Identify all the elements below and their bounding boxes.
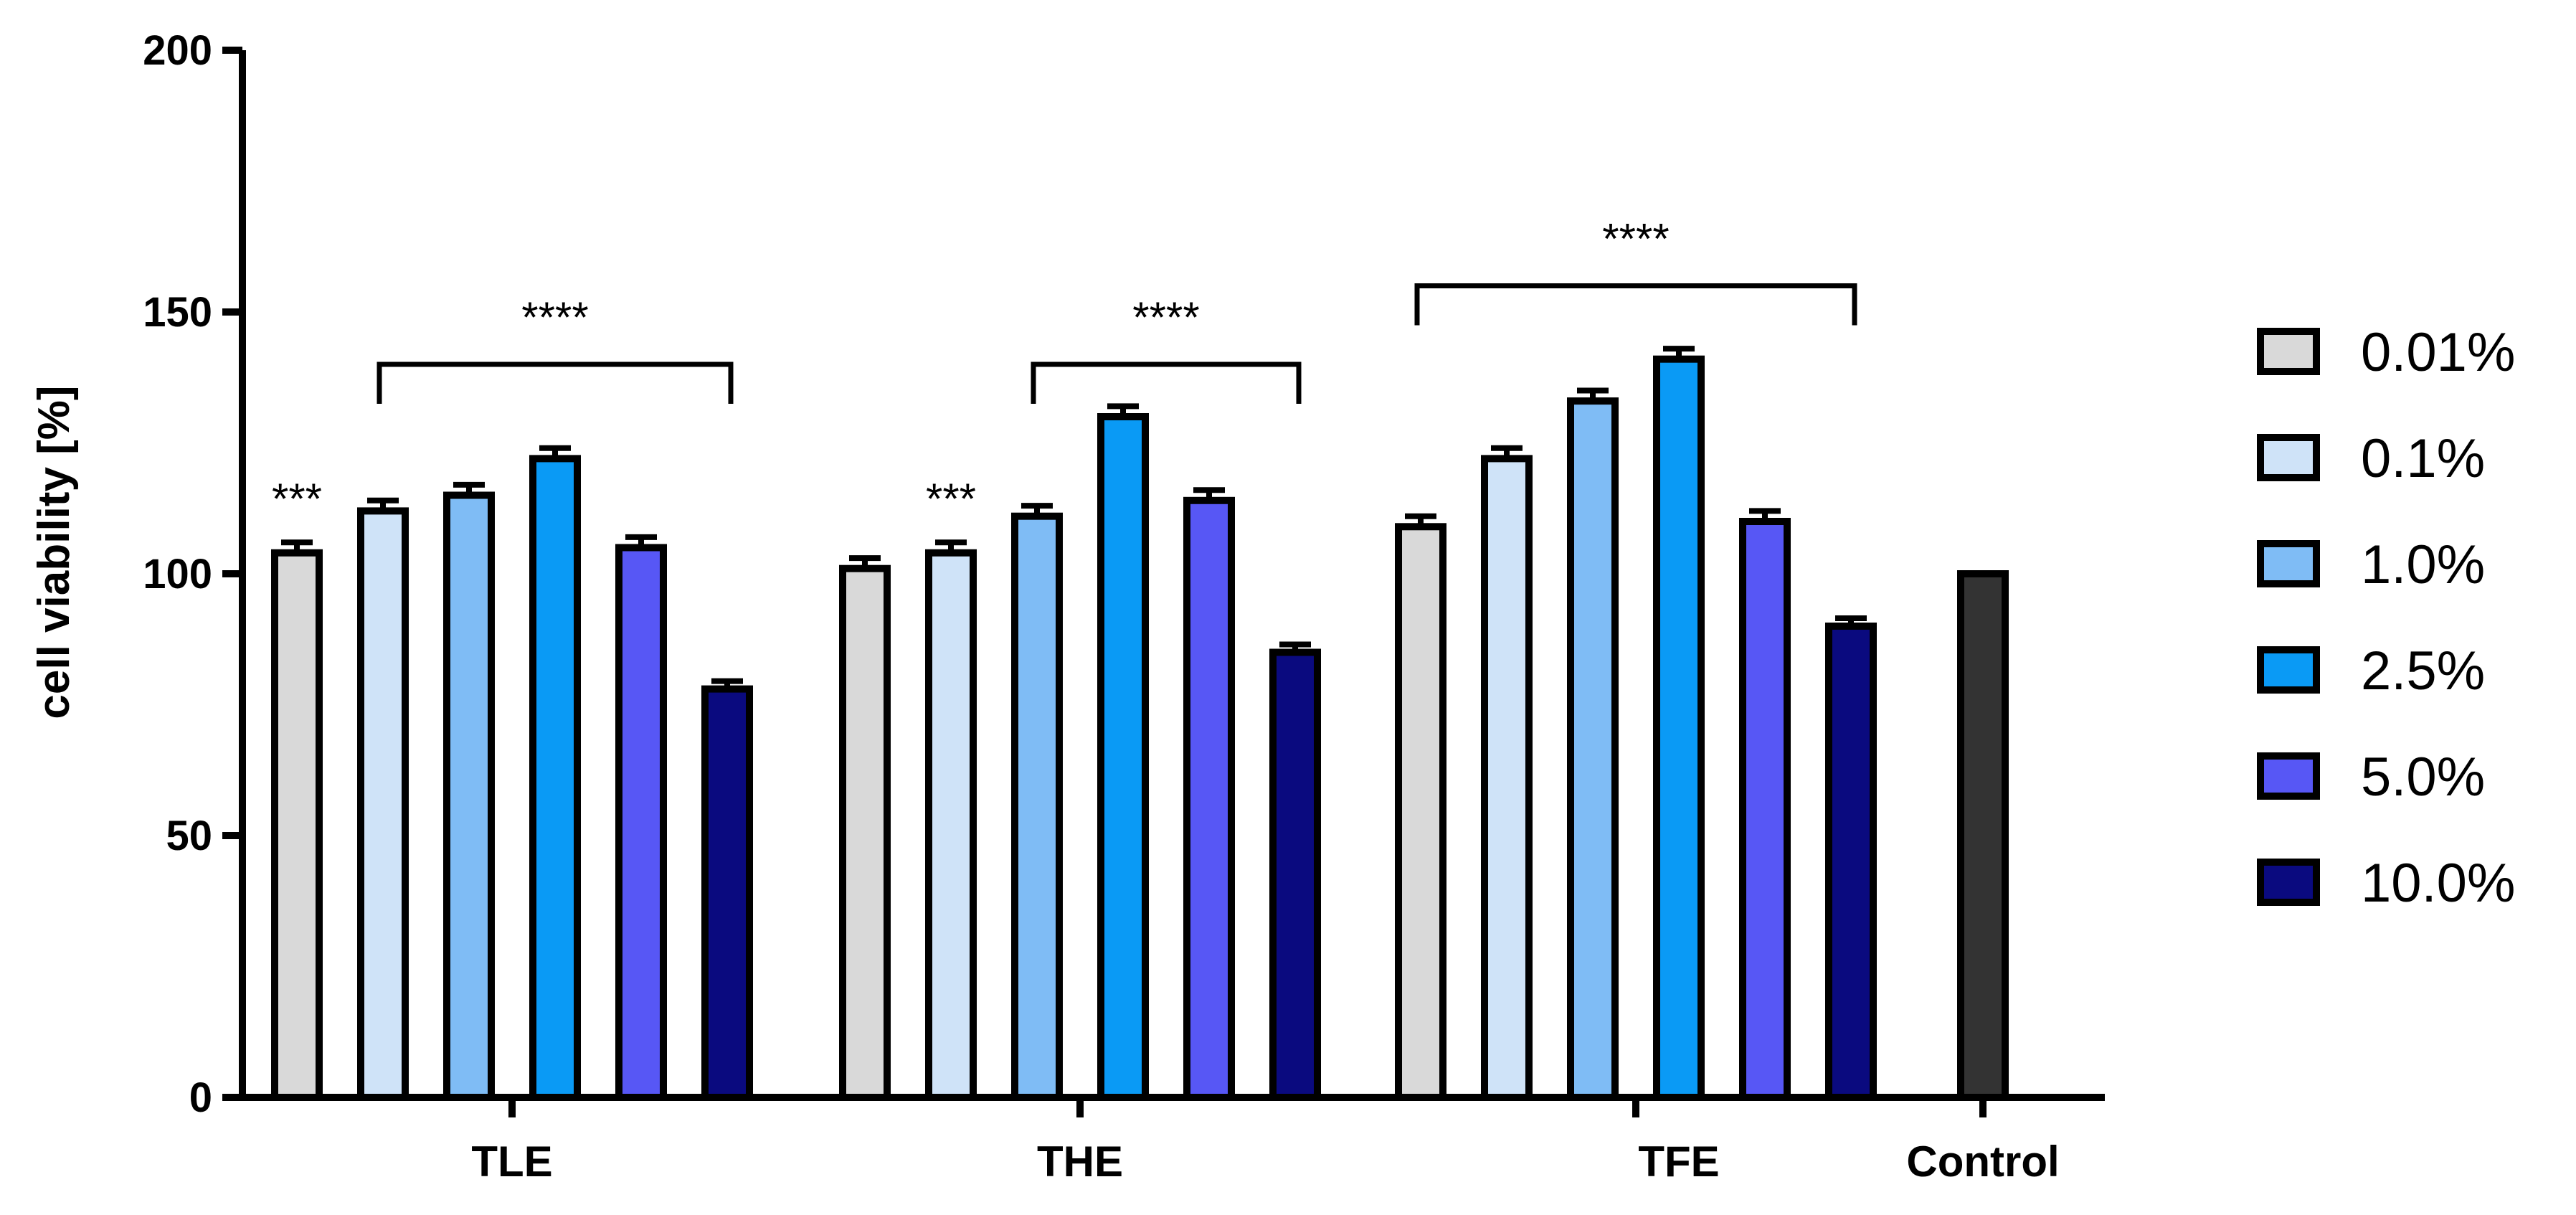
significance-marker: *** bbox=[272, 475, 322, 523]
legend: 0.01% 0.1% 1.0% 2.5% 5.0% 10.0% bbox=[2257, 322, 2516, 914]
significance-marker: **** bbox=[1132, 293, 1199, 341]
legend-label: 5.0% bbox=[2361, 747, 2485, 808]
y-axis: 0 50 100 150 200 bbox=[143, 27, 246, 1121]
bar-tfe-10.0pct bbox=[1825, 623, 1877, 1101]
legend-swatch bbox=[2257, 434, 2320, 481]
y-axis-label: cell viability [%] bbox=[29, 385, 79, 719]
legend-label: 10.0% bbox=[2361, 853, 2516, 914]
bar-tfe-0.01pct bbox=[1395, 523, 1446, 1101]
bar-tle-5.0pct bbox=[615, 544, 667, 1101]
y-tick-label: 100 bbox=[143, 551, 212, 597]
bar-tle-0.01pct bbox=[271, 549, 323, 1101]
x-axis: TLE THE TFE Control bbox=[239, 1094, 2105, 1186]
significance-bracket bbox=[1031, 361, 1302, 404]
x-category-label: THE bbox=[1037, 1138, 1123, 1186]
bar-tle-0.1pct bbox=[357, 507, 409, 1101]
bar-the-0.1pct bbox=[925, 549, 977, 1101]
x-category-label: Control bbox=[1906, 1138, 2059, 1186]
significance-bracket bbox=[377, 361, 734, 404]
legend-label: 1.0% bbox=[2361, 534, 2485, 595]
legend-label: 0.01% bbox=[2361, 322, 2516, 383]
bar-tfe-1.0pct bbox=[1567, 397, 1619, 1101]
significance-marker: *** bbox=[926, 475, 976, 523]
bar-the-0.01pct bbox=[839, 564, 891, 1101]
significance-marker: **** bbox=[1602, 215, 1669, 263]
bar-tle-2.5pct bbox=[529, 455, 581, 1101]
legend-swatch bbox=[2257, 328, 2320, 375]
y-tick-label: 200 bbox=[143, 27, 212, 74]
bar-the-1.0pct bbox=[1011, 512, 1063, 1101]
x-category-label: TFE bbox=[1638, 1138, 1719, 1186]
bar-tfe-5.0pct bbox=[1739, 518, 1791, 1101]
x-category-label: TLE bbox=[471, 1138, 552, 1186]
bar-tle-1.0pct bbox=[443, 491, 495, 1101]
bar-the-10.0pct bbox=[1269, 648, 1321, 1101]
bar-tfe-2.5pct bbox=[1653, 355, 1705, 1102]
legend-swatch bbox=[2257, 859, 2320, 906]
bar-tle-10.0pct bbox=[701, 685, 753, 1101]
y-tick-label: 0 bbox=[189, 1074, 212, 1121]
bars bbox=[271, 346, 2009, 1102]
bar-tfe-0.1pct bbox=[1481, 455, 1533, 1101]
legend-label: 2.5% bbox=[2361, 640, 2485, 701]
significance-bracket bbox=[1414, 283, 1857, 326]
legend-swatch bbox=[2257, 752, 2320, 800]
bar-the-2.5pct bbox=[1097, 413, 1149, 1101]
significance-marker: **** bbox=[521, 293, 588, 341]
y-tick-label: 50 bbox=[166, 813, 212, 859]
legend-label: 0.1% bbox=[2361, 428, 2485, 489]
bar-the-5.0pct bbox=[1183, 496, 1235, 1101]
significance-annotations: *** ******* ******** bbox=[272, 215, 1857, 523]
legend-swatch bbox=[2257, 540, 2320, 587]
bar-control bbox=[1957, 570, 2009, 1101]
legend-swatch bbox=[2257, 646, 2320, 694]
y-tick-label: 150 bbox=[143, 289, 212, 336]
